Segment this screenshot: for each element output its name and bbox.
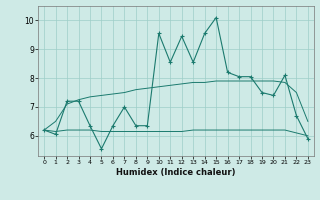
X-axis label: Humidex (Indice chaleur): Humidex (Indice chaleur)	[116, 168, 236, 177]
